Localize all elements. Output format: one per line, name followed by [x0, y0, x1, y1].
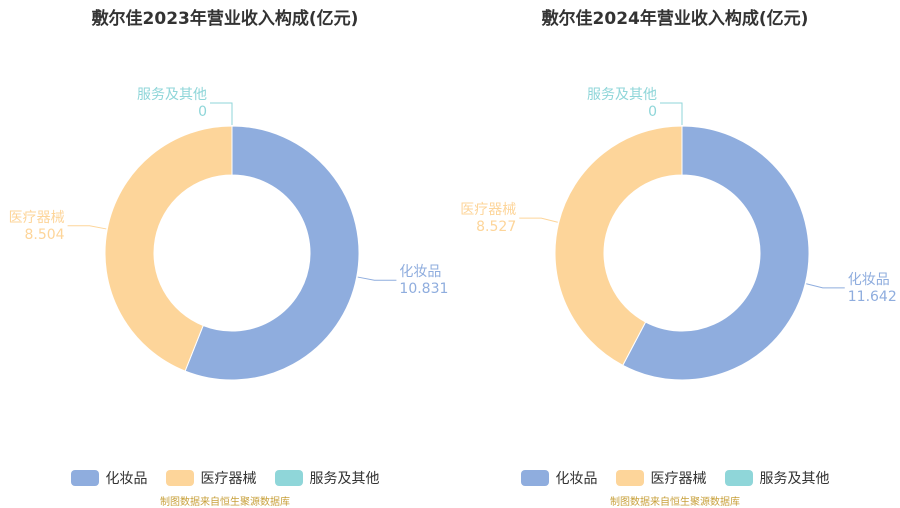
chart-panel-2023: 敷尔佳2023年营业收入构成(亿元) 化妆品 10.831 医疗器械 8.504 服务及… [0, 0, 450, 508]
slice-label-name: 医疗器械 [9, 210, 65, 226]
slice-medical[interactable] [554, 125, 683, 367]
legend: 化妆品 医疗器械 服务及其他 [0, 468, 450, 488]
legend-item-medical[interactable]: 医疗器械 [615, 468, 707, 488]
slice-cosmetics[interactable] [184, 125, 360, 381]
legend-swatch-services [724, 470, 753, 486]
data-source-note: 制图数据来自恒生聚源数据库 [610, 497, 740, 508]
slice-label-value: 8.527 [476, 219, 516, 235]
legend-swatch-medical [615, 470, 644, 486]
legend-label: 化妆品 [105, 471, 148, 487]
chart-title: 敷尔佳2023年营业收入构成(亿元) [91, 9, 359, 29]
legend-label: 医疗器械 [650, 471, 707, 487]
slice-label-value: 0 [198, 104, 207, 120]
legend-item-services[interactable]: 服务及其他 [724, 468, 830, 488]
legend-item-cosmetics[interactable]: 化妆品 [70, 468, 148, 488]
slice-label-value: 8.504 [24, 227, 64, 243]
slice-label-name: 化妆品 [848, 272, 890, 288]
legend-swatch-cosmetics [520, 470, 549, 486]
slice-label-name: 医疗器械 [460, 202, 516, 218]
legend-label: 医疗器械 [200, 471, 257, 487]
legend-item-medical[interactable]: 医疗器械 [165, 468, 257, 488]
legend-item-services[interactable]: 服务及其他 [274, 468, 380, 488]
legend-swatch-services [274, 470, 303, 486]
legend-swatch-medical [165, 470, 194, 486]
legend: 化妆品 医疗器械 服务及其他 [450, 468, 900, 488]
slice-label-name: 服务及其他 [587, 87, 657, 103]
slice-label-value: 10.831 [399, 281, 448, 297]
leader-line-cosmetics [357, 276, 397, 281]
chart-panel-2024: 敷尔佳2024年营业收入构成(亿元) 化妆品 11.642 医疗器械 8.527 服务及… [450, 0, 900, 508]
legend-item-cosmetics[interactable]: 化妆品 [520, 468, 598, 488]
leader-line-cosmetics [806, 283, 845, 289]
slice-label-name: 服务及其他 [137, 87, 207, 103]
leader-line-services [660, 102, 683, 125]
slice-label-value: 11.642 [848, 289, 897, 305]
legend-label: 化妆品 [555, 471, 598, 487]
chart-title: 敷尔佳2024年营业收入构成(亿元) [541, 9, 809, 29]
legend-label: 服务及其他 [759, 471, 830, 487]
slice-cosmetics[interactable] [622, 125, 810, 381]
legend-label: 服务及其他 [309, 471, 380, 487]
leader-line-medical [519, 217, 558, 223]
legend-swatch-cosmetics [70, 470, 99, 486]
slice-label-name: 化妆品 [399, 264, 441, 280]
leader-line-medical [67, 225, 107, 230]
leader-line-services [210, 102, 233, 125]
slice-medical[interactable] [104, 125, 233, 372]
data-source-note: 制图数据来自恒生聚源数据库 [160, 497, 290, 508]
slice-label-value: 0 [648, 104, 657, 120]
